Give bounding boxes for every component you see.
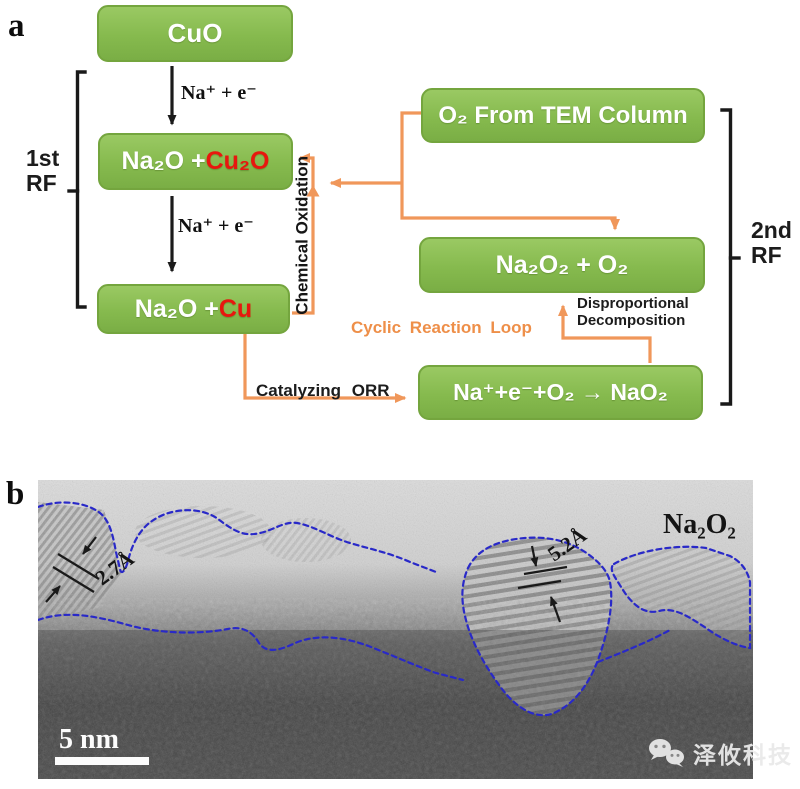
lattice-annotation-right [517,545,568,623]
reaction-flow-lines [67,66,741,406]
lattice-annotation-left [45,536,100,603]
tem-image: 2.7Å 5.2Å Na₂O₂ 5 nm [38,480,753,779]
electron-transfer-label-1: Na⁺ + e⁻ [181,82,257,104]
chemical-oxidation-label: Chemical Oxidation [292,156,312,315]
grain-outlines [38,501,752,717]
cyclic-loop-arrows [243,111,652,403]
na2o-part2: Na₂O + [134,294,219,323]
o2-source-text: O₂ From TEM Column [438,101,688,129]
flow-box-orr-equation: Na⁺+e⁻+O₂ → NaO₂ [418,365,703,420]
peroxide-text: Na₂O₂ + O₂ [495,250,629,279]
tem-noise-coarse [38,598,753,779]
tem-micrograph: 2.7Å 5.2Å Na₂O₂ 5 nm [38,480,753,779]
tem-dark-bulk [38,630,753,779]
watermark: 泽攸科技 [648,736,793,770]
wechat-icon [649,738,684,767]
cu-part: Cu [218,294,253,323]
cyclic-reaction-loop-label: Cyclic Reaction Loop [351,318,532,337]
oxidation-up-arrowhead [306,185,320,197]
cuo-formula: CuO [167,18,223,48]
first-rf-label: 1st RF [26,145,60,197]
scale-bar [55,757,149,765]
rf-brackets [67,70,741,406]
flow-box-cuo: CuO [97,5,293,62]
cu2o-part: Cu₂O [205,147,270,175]
scale-bar-label: 5 nm [59,724,119,755]
flow-box-na2o-cu2o: Na₂O + Cu₂O [98,133,293,190]
panel-a: a CuO Na₂O + Cu₂O Na₂O + Cu O₂ From TEM … [8,5,792,420]
disproportional-decomposition-label: Disproportional Decomposition [577,295,689,329]
second-rf-label: 2nd RF [751,217,792,269]
orr-equation-text: Na⁺+e⁻+O₂ → NaO₂ [453,379,668,405]
flow-box-peroxide: Na₂O₂ + O₂ [419,237,705,293]
flow-box-na2o-cu: Na₂O + Cu [97,284,290,334]
electron-transfer-label-2: Na⁺ + e⁻ [178,215,254,237]
catalyzing-orr-label: Catalyzing ORR [256,381,390,400]
watermark-text: 泽攸科技 [693,742,793,768]
na2o-part: Na₂O + [121,147,206,175]
material-label: Na₂O₂ [663,509,736,540]
flow-box-o2-source: O₂ From TEM Column [421,88,705,143]
panel-b-label: b [6,476,25,512]
panel-a-label: a [8,8,25,44]
